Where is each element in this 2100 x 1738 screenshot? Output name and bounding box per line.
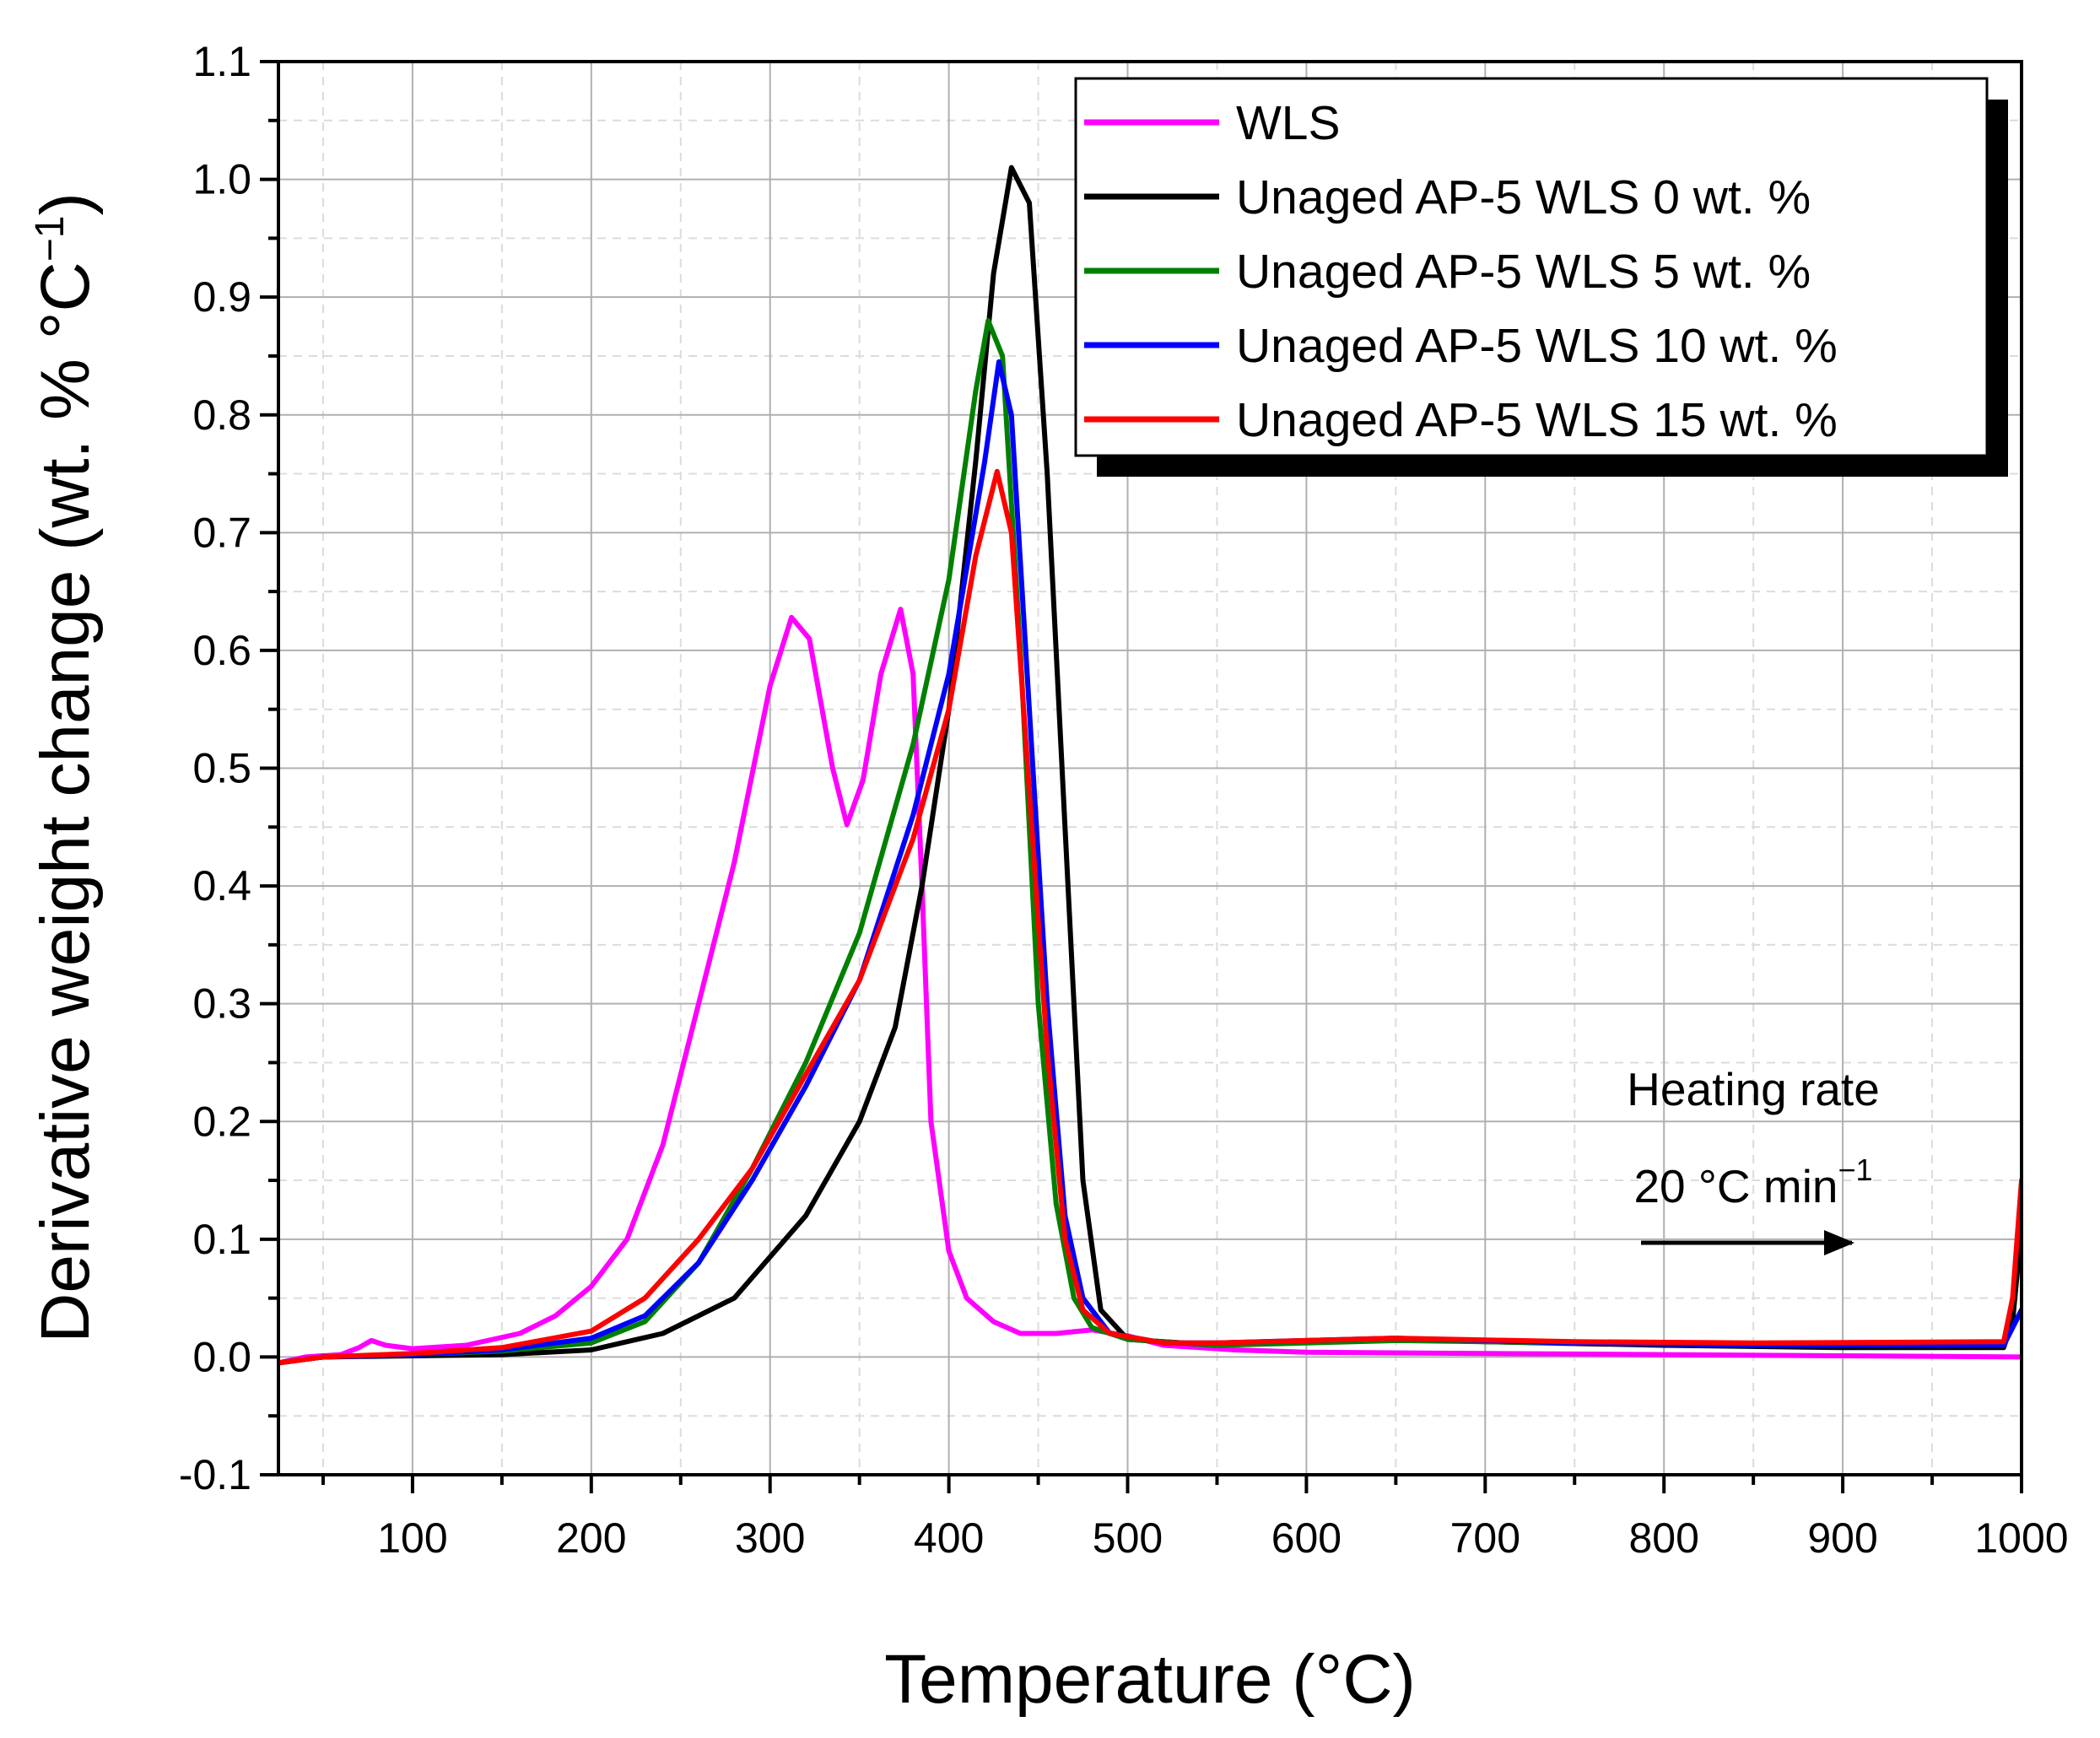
x-tick-label: 900 [1807, 1514, 1877, 1562]
legend-label-3: Unaged AP-5 WLS 10 wt. % [1236, 319, 1838, 373]
series-lines [278, 165, 2022, 1366]
legend: WLS Unaged AP-5 WLS 0 wt. % Unaged AP-5 WL… [1074, 77, 2008, 477]
legend-label-2: Unaged AP-5 WLS 5 wt. % [1236, 245, 1811, 299]
x-tick-label: 100 [377, 1514, 447, 1562]
y-axis-title-main: Derivative weight change (wt. % °C [27, 262, 104, 1343]
legend-box [1074, 77, 1989, 457]
y-tick-label: 0.7 [192, 509, 251, 556]
x-tick-label: 400 [914, 1514, 984, 1562]
legend-label-4: Unaged AP-5 WLS 15 wt. % [1236, 393, 1838, 447]
x-tick-label: 300 [735, 1514, 805, 1562]
y-axis-title: Derivative weight change (wt. % °C−1) [27, 192, 104, 1343]
y-tick-label: 1.0 [192, 156, 251, 203]
y-axis-title-superscript: −1 [28, 216, 73, 262]
y-tick-label: -0.1 [179, 1451, 251, 1498]
series-line-0 [278, 607, 2022, 1366]
y-tick-label: 0.3 [192, 980, 251, 1028]
series-line-4 [278, 468, 2022, 1366]
x-tick-label: 1000 [1974, 1514, 2068, 1562]
heating-rate-annotation: Heating rate 20 °C min−1 [1627, 1063, 1880, 1255]
tick-labels: 100 200 300 400 500 600 700 800 900 1000 -0.1 0.0 0.… [179, 38, 2069, 1562]
x-tick-label: 500 [1093, 1514, 1163, 1562]
y-axis-title-close: ) [27, 192, 104, 215]
y-tick-label: 0.1 [192, 1216, 251, 1263]
annotation-line2: 20 °C min−1 [1633, 1152, 1872, 1212]
x-axis-title: Temperature (°C) [884, 1641, 1416, 1718]
x-tick-label: 800 [1628, 1514, 1698, 1562]
legend-label-1: Unaged AP-5 WLS 0 wt. % [1236, 170, 1811, 224]
y-tick-label: 0.6 [192, 627, 251, 674]
series-line-3 [278, 359, 2022, 1366]
x-tick-label: 200 [556, 1514, 626, 1562]
annotation-line1: Heating rate [1627, 1063, 1880, 1115]
annotation-line2-main: 20 °C min [1633, 1160, 1838, 1212]
x-tick-label: 700 [1450, 1514, 1520, 1562]
y-tick-label: 0.4 [192, 862, 251, 909]
y-tick-label: 1.1 [192, 38, 251, 85]
axis-ticks [260, 60, 2023, 1493]
legend-label-0: WLS [1236, 96, 1341, 150]
y-tick-label: 0.2 [192, 1098, 251, 1145]
annotation-line2-superscript: −1 [1838, 1152, 1873, 1187]
y-tick-label: 0.0 [192, 1333, 251, 1380]
y-tick-label: 0.8 [192, 391, 251, 439]
y-tick-label: 0.9 [192, 273, 251, 321]
y-tick-label: 0.5 [192, 745, 251, 792]
x-tick-label: 600 [1271, 1514, 1342, 1562]
